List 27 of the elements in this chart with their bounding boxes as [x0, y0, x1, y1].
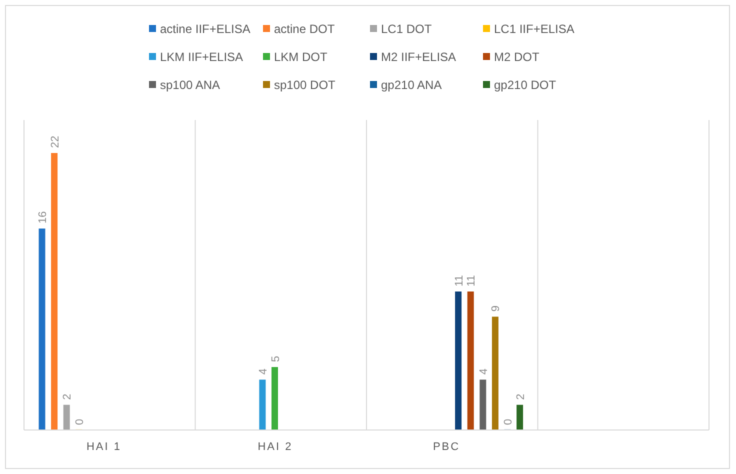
legend-label: LKM IIF+ELISA: [160, 50, 244, 64]
legend-label: sp100 ANA: [160, 78, 220, 92]
data-label: 11: [453, 275, 466, 286]
legend-label: LC1 DOT: [381, 22, 432, 36]
legend-label: gp210 ANA: [381, 78, 442, 92]
data-label: 2: [514, 394, 527, 400]
data-label: 5: [270, 356, 282, 362]
data-label: 0: [74, 418, 86, 425]
data-label: 22: [49, 136, 62, 148]
legend-label: LC1 IIF+ELISA: [494, 22, 574, 36]
legend-label: sp100 DOT: [274, 78, 336, 92]
legend-label: M2 IIF+ELISA: [381, 50, 456, 64]
x-tick-label: PBC: [432, 441, 460, 453]
data-label: 0: [502, 418, 514, 425]
data-label: 11: [466, 275, 478, 286]
legend-label: gp210 DOT: [494, 78, 557, 92]
legend-label: M2 DOT: [494, 50, 540, 64]
legend-label: actine DOT: [274, 22, 336, 36]
x-tick-label: HAI 1: [86, 441, 122, 453]
data-label: 4: [257, 368, 270, 375]
legend-label: LKM DOT: [274, 50, 328, 64]
data-label: 4: [478, 368, 490, 375]
legend-label: actine IIF+ELISA: [160, 22, 250, 36]
data-label: 2: [62, 394, 74, 400]
data-label: 16: [37, 211, 49, 224]
data-label: 9: [490, 306, 502, 312]
x-tick-label: HAI 2: [258, 441, 293, 453]
